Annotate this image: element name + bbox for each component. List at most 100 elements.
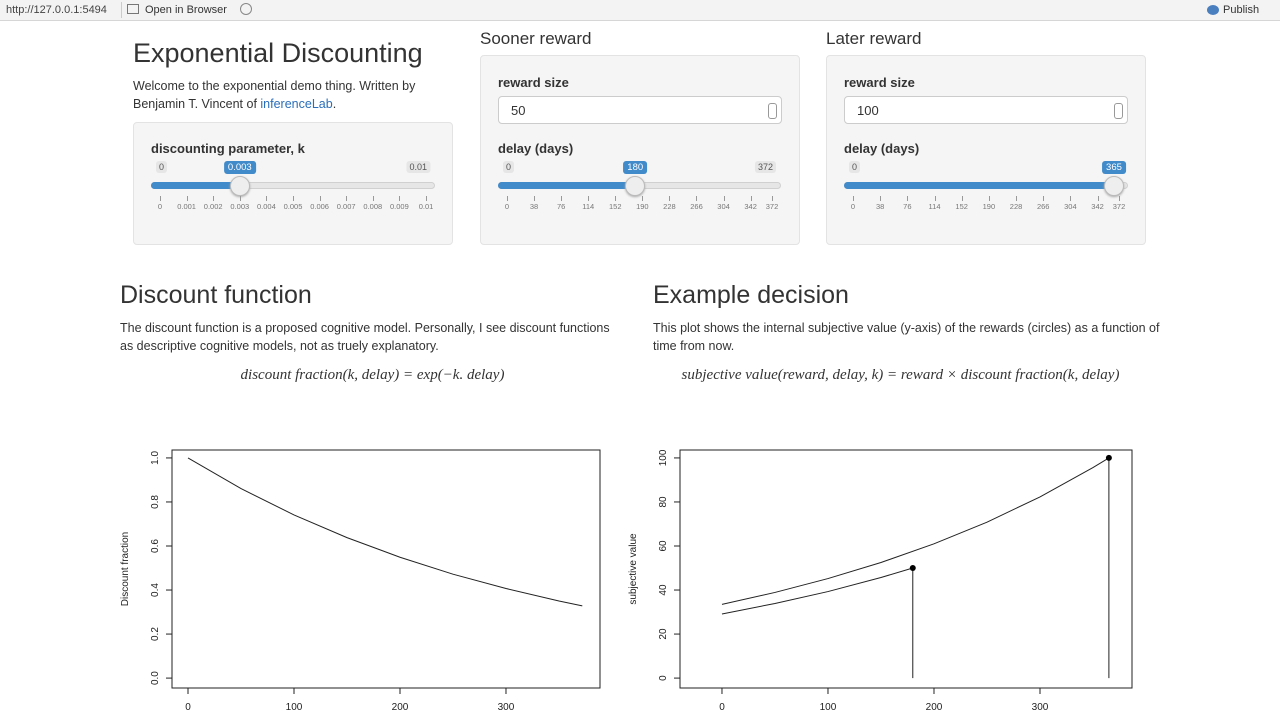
slider-tick-label: 190	[982, 202, 996, 211]
slider-tick	[1016, 196, 1018, 201]
y-tick-label: 0.4	[150, 583, 161, 597]
slider-tick-label: 0.01	[418, 202, 434, 211]
x-tick-label: 100	[820, 702, 837, 713]
slider-tick	[1097, 196, 1099, 201]
slider-tick-label: 152	[609, 202, 622, 211]
slider-handle[interactable]	[625, 176, 646, 196]
plot-frame	[679, 449, 1133, 689]
x-tick-label: 200	[926, 702, 943, 713]
intro-end: .	[332, 97, 337, 111]
slider-tick-label: 0	[157, 202, 163, 211]
slider-tick	[750, 196, 752, 201]
plot-frame	[171, 449, 601, 689]
decision-formula: subjective value(reward, delay, k) = rew…	[681, 367, 1120, 383]
y-tick-label: 0	[658, 675, 669, 681]
slider-tick	[988, 196, 990, 201]
slider-tick	[1070, 196, 1072, 201]
slider-tick	[399, 196, 401, 201]
slider-tick	[266, 196, 268, 201]
x-tick-label: 300	[1032, 702, 1049, 713]
y-tick-label: 100	[658, 449, 669, 466]
y-tick-label: 0.8	[150, 495, 161, 509]
sooner-title: Sooner reward	[480, 29, 592, 48]
slider-min: 0	[503, 161, 515, 173]
separator	[121, 2, 122, 18]
y-tick-label: 20	[658, 628, 669, 640]
sooner-size-input[interactable]: 50	[498, 96, 782, 124]
slider-tick	[880, 196, 882, 201]
slider-max: 0.01	[406, 161, 430, 173]
slider-tick-label: 38	[529, 202, 539, 211]
slider-tick	[723, 196, 725, 201]
slider-tick	[186, 196, 188, 201]
y-tick-label: 60	[658, 540, 669, 552]
slider-fill	[844, 182, 1114, 189]
slider-tick-label: 266	[1036, 202, 1050, 211]
slider-tick-label: 0.007	[336, 202, 356, 211]
slider-tick-label: 0	[850, 202, 856, 211]
slider-value: 0.003	[223, 161, 256, 174]
slider-tick	[372, 196, 374, 201]
slider-tick-label: 0.005	[283, 202, 303, 211]
slider-tick-label: 0.003	[230, 202, 250, 211]
slider-min: 0	[849, 161, 861, 173]
slider-tick-label: 228	[663, 202, 676, 211]
slider-tick-label: 152	[955, 202, 968, 211]
slider-tick-label: 304	[1064, 202, 1077, 211]
refresh-button[interactable]	[240, 3, 252, 15]
reward-point	[909, 565, 916, 572]
intro: Welcome to the exponential demo thing. W…	[133, 77, 443, 113]
decision-text: This plot shows the internal subjective …	[653, 321, 1160, 353]
slider-tick	[319, 196, 321, 201]
slider-tick	[669, 196, 671, 201]
y-tick-label: 0.6	[150, 539, 161, 553]
slider-tick	[642, 196, 644, 201]
browser-icon	[127, 4, 139, 14]
x-tick-label: 0	[185, 702, 191, 713]
slider-handle[interactable]	[229, 176, 250, 196]
sooner-size-label: reward size	[498, 75, 569, 90]
url: http://127.0.0.1:5494	[6, 4, 107, 16]
k-label: discounting parameter, k	[151, 141, 305, 156]
open-in-browser[interactable]: Open in Browser	[145, 4, 227, 16]
x-tick-label: 100	[286, 702, 303, 713]
slider-handle[interactable]	[1103, 176, 1124, 196]
slider-tick	[961, 196, 963, 201]
slider-tick-label: 342	[1091, 202, 1104, 211]
y-axis-label: subjective value	[628, 533, 639, 605]
input-value: 100	[857, 103, 879, 118]
slider-tick-label: 114	[928, 202, 941, 211]
y-axis-label: Discount fraction	[120, 532, 131, 606]
slider-min: 0	[156, 161, 168, 173]
input-value: 50	[511, 103, 526, 118]
y-tick-label: 1.0	[150, 451, 161, 465]
slider-tick-label: 0	[504, 202, 510, 211]
slider-tick	[1119, 196, 1120, 201]
curve	[187, 457, 583, 607]
slider-tick-label: 0.002	[203, 202, 223, 211]
later-size-input[interactable]: 100	[844, 96, 1128, 124]
later-size-label: reward size	[844, 75, 915, 90]
slider-tick-label: 372	[1112, 202, 1126, 211]
link[interactable]: inferenceLab	[260, 97, 333, 111]
slider-tick-label: 266	[690, 202, 703, 211]
x-tick-label: 0	[719, 702, 725, 713]
slider-tick-label: 0.004	[257, 202, 276, 211]
y-tick-label: 0.2	[150, 627, 161, 641]
curve	[721, 567, 913, 615]
slider-fill	[151, 182, 240, 189]
slider-tick	[696, 196, 698, 201]
spinner[interactable]	[1114, 103, 1123, 119]
spinner[interactable]	[768, 103, 777, 119]
slider-tick	[1043, 196, 1045, 201]
slider-tick	[772, 196, 773, 201]
slider-tick	[615, 196, 617, 201]
slider-tick	[160, 196, 161, 201]
discount-formula: discount fraction(k, delay) = exp(−k. de…	[240, 367, 505, 383]
y-tick-label: 80	[658, 496, 669, 508]
decision-title: Example decision	[653, 281, 849, 309]
slider-tick-label: 372	[765, 202, 779, 211]
slider-value: 180	[623, 161, 648, 174]
publish-button[interactable]: Publish	[1223, 4, 1260, 16]
